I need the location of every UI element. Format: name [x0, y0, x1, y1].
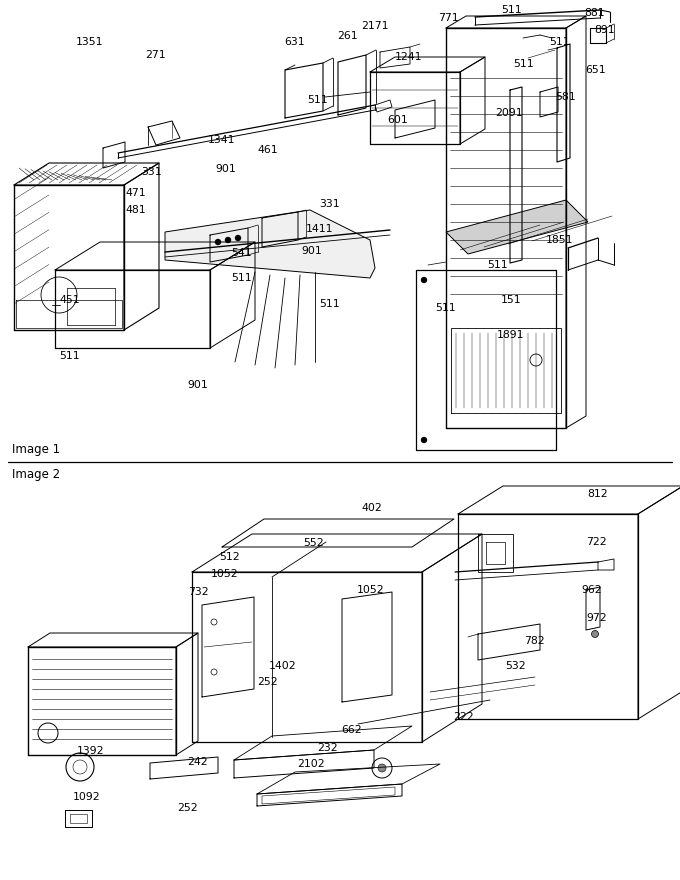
Text: 2102: 2102: [297, 759, 325, 769]
Text: 651: 651: [585, 65, 607, 75]
Text: 1241: 1241: [395, 52, 423, 62]
Text: 402: 402: [362, 503, 382, 513]
Text: 1891: 1891: [497, 330, 525, 340]
Circle shape: [422, 437, 426, 443]
Text: 481: 481: [126, 205, 146, 215]
Circle shape: [422, 277, 426, 282]
Text: 1851: 1851: [546, 235, 574, 245]
Text: 1351: 1351: [76, 37, 104, 47]
Text: 511: 511: [500, 5, 522, 15]
Text: 232: 232: [318, 743, 339, 753]
Text: 271: 271: [145, 50, 165, 60]
Text: Image 1: Image 1: [12, 443, 60, 456]
Text: 722: 722: [585, 537, 607, 547]
Text: 511: 511: [231, 273, 252, 283]
Text: 1092: 1092: [73, 792, 101, 802]
Text: 461: 461: [258, 145, 278, 155]
Text: 2091: 2091: [495, 108, 523, 118]
Circle shape: [235, 235, 241, 241]
Text: 242: 242: [187, 757, 207, 767]
Text: 511: 511: [307, 95, 328, 105]
Text: 552: 552: [303, 538, 323, 548]
Text: 1052: 1052: [211, 569, 239, 579]
Text: 782: 782: [524, 636, 544, 646]
Text: 771: 771: [438, 13, 458, 23]
Text: 891: 891: [595, 25, 615, 35]
Text: 511: 511: [320, 299, 340, 309]
Text: 962: 962: [581, 585, 602, 595]
Text: 881: 881: [585, 8, 605, 18]
Text: 1392: 1392: [78, 746, 105, 756]
Text: 812: 812: [588, 489, 609, 499]
Text: 261: 261: [338, 31, 358, 41]
Text: 512: 512: [219, 552, 239, 562]
Text: 631: 631: [285, 37, 305, 47]
Text: 532: 532: [506, 661, 526, 671]
Circle shape: [225, 237, 231, 243]
Text: 151: 151: [500, 295, 522, 305]
Text: Image 2: Image 2: [12, 468, 60, 481]
Text: 511: 511: [60, 351, 80, 361]
Text: 662: 662: [341, 725, 362, 735]
Text: 1402: 1402: [269, 661, 296, 671]
Text: 901: 901: [216, 164, 237, 174]
Text: 601: 601: [388, 115, 409, 125]
Text: 331: 331: [141, 167, 163, 177]
Text: 732: 732: [188, 587, 208, 597]
Text: 331: 331: [320, 199, 340, 209]
Text: 901: 901: [188, 380, 208, 390]
Text: 901: 901: [302, 246, 322, 256]
Text: 511: 511: [513, 59, 534, 69]
Polygon shape: [446, 200, 588, 254]
Text: 581: 581: [556, 92, 577, 102]
Text: 451: 451: [60, 295, 80, 305]
Text: 1411: 1411: [306, 224, 334, 234]
Text: 222: 222: [453, 712, 473, 722]
Circle shape: [592, 630, 598, 637]
Text: 2171: 2171: [361, 21, 389, 31]
Text: 252: 252: [258, 677, 278, 687]
Text: 541: 541: [231, 248, 252, 258]
Text: 1341: 1341: [208, 135, 236, 145]
Polygon shape: [165, 210, 375, 278]
Text: 471: 471: [126, 188, 146, 198]
Text: 1052: 1052: [357, 585, 385, 595]
Text: 972: 972: [587, 613, 607, 623]
Circle shape: [215, 239, 221, 245]
Text: 252: 252: [177, 803, 197, 813]
Text: 511: 511: [436, 303, 456, 313]
Circle shape: [378, 764, 386, 772]
Text: 511: 511: [549, 37, 569, 47]
Text: 511: 511: [488, 260, 509, 270]
